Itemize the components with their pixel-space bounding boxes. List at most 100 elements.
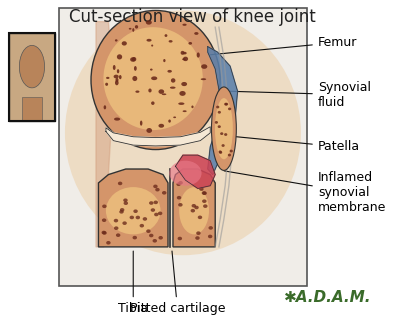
Ellipse shape (181, 82, 187, 86)
Text: Synovial
fluid: Synovial fluid (228, 81, 371, 108)
Ellipse shape (149, 234, 154, 237)
Ellipse shape (146, 128, 152, 133)
Ellipse shape (135, 25, 138, 28)
Ellipse shape (192, 204, 196, 208)
Ellipse shape (114, 226, 118, 230)
Ellipse shape (115, 80, 119, 85)
Ellipse shape (135, 91, 140, 93)
Ellipse shape (181, 51, 184, 55)
Text: Tibia: Tibia (118, 251, 148, 315)
Ellipse shape (164, 34, 167, 37)
Ellipse shape (202, 191, 207, 195)
Ellipse shape (91, 11, 220, 149)
Ellipse shape (179, 187, 209, 234)
Ellipse shape (151, 101, 154, 105)
Ellipse shape (149, 201, 154, 205)
Ellipse shape (201, 64, 207, 69)
Ellipse shape (197, 52, 200, 58)
Ellipse shape (130, 216, 134, 219)
Polygon shape (96, 22, 113, 247)
Ellipse shape (212, 87, 236, 171)
Ellipse shape (171, 78, 176, 83)
Ellipse shape (218, 111, 221, 114)
Ellipse shape (158, 89, 164, 94)
Ellipse shape (132, 57, 136, 61)
Text: ✱A.D.A.M.: ✱A.D.A.M. (284, 291, 372, 305)
Ellipse shape (218, 125, 221, 128)
Ellipse shape (140, 121, 142, 126)
Ellipse shape (230, 150, 233, 152)
Ellipse shape (191, 106, 194, 108)
Ellipse shape (228, 154, 231, 156)
Ellipse shape (215, 121, 218, 124)
Ellipse shape (134, 66, 137, 71)
FancyBboxPatch shape (22, 97, 42, 122)
Ellipse shape (117, 69, 119, 73)
Ellipse shape (104, 105, 106, 109)
Ellipse shape (183, 57, 188, 61)
Ellipse shape (146, 20, 152, 25)
Ellipse shape (102, 231, 107, 235)
Ellipse shape (224, 133, 227, 136)
FancyBboxPatch shape (9, 33, 55, 122)
Ellipse shape (178, 237, 182, 240)
Ellipse shape (208, 226, 213, 230)
Ellipse shape (106, 77, 110, 79)
Text: Inflamed
synovial
membrane: Inflamed synovial membrane (224, 171, 386, 214)
Ellipse shape (168, 70, 172, 73)
Ellipse shape (65, 11, 301, 255)
Polygon shape (106, 127, 210, 146)
Ellipse shape (178, 203, 183, 207)
Ellipse shape (153, 185, 158, 188)
Ellipse shape (155, 188, 160, 191)
Ellipse shape (120, 208, 124, 212)
Ellipse shape (220, 132, 223, 135)
Ellipse shape (194, 206, 199, 209)
Text: Pitted cartilage: Pitted cartilage (130, 251, 225, 315)
Ellipse shape (132, 28, 134, 32)
Text: Cut-section view of knee joint: Cut-section view of knee joint (69, 8, 316, 26)
Ellipse shape (222, 144, 225, 147)
Ellipse shape (182, 24, 187, 26)
Ellipse shape (151, 44, 153, 47)
Ellipse shape (117, 54, 122, 60)
Ellipse shape (132, 236, 137, 239)
Ellipse shape (224, 103, 227, 106)
Ellipse shape (178, 102, 184, 105)
Ellipse shape (158, 124, 164, 128)
Ellipse shape (158, 212, 162, 215)
Ellipse shape (196, 231, 201, 235)
Polygon shape (173, 169, 215, 247)
Ellipse shape (150, 68, 153, 71)
Ellipse shape (225, 103, 228, 106)
Ellipse shape (116, 233, 120, 237)
Ellipse shape (215, 98, 233, 159)
Ellipse shape (114, 117, 120, 121)
Polygon shape (176, 155, 215, 188)
Ellipse shape (119, 210, 124, 214)
Ellipse shape (102, 231, 106, 234)
Ellipse shape (158, 236, 163, 240)
Ellipse shape (122, 221, 127, 225)
Ellipse shape (198, 216, 202, 219)
Ellipse shape (114, 75, 119, 78)
Ellipse shape (119, 75, 122, 79)
Ellipse shape (129, 28, 132, 30)
Ellipse shape (148, 89, 152, 92)
Ellipse shape (194, 32, 198, 35)
Ellipse shape (146, 39, 152, 42)
Ellipse shape (115, 39, 118, 42)
Ellipse shape (118, 182, 122, 185)
Ellipse shape (124, 201, 128, 205)
Ellipse shape (218, 150, 222, 153)
Text: Patella: Patella (228, 136, 360, 153)
Ellipse shape (162, 191, 166, 195)
Ellipse shape (130, 57, 135, 62)
Ellipse shape (173, 116, 176, 118)
Ellipse shape (102, 219, 106, 222)
Ellipse shape (190, 209, 195, 212)
Ellipse shape (123, 198, 128, 202)
Ellipse shape (146, 229, 151, 233)
Ellipse shape (106, 187, 160, 234)
Ellipse shape (133, 209, 138, 213)
